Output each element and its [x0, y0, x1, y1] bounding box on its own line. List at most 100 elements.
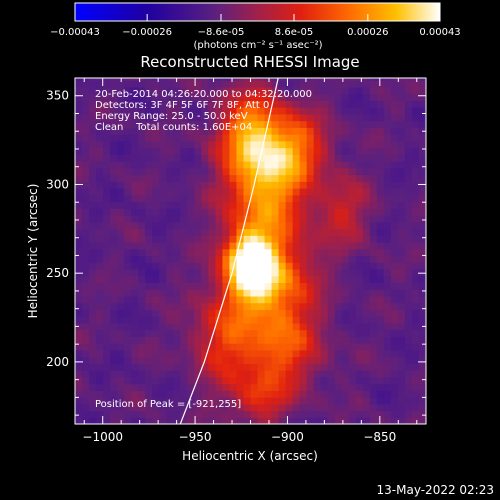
- heatmap-cell: [362, 255, 371, 263]
- heatmap-cell: [348, 208, 357, 216]
- heatmap-cell: [110, 289, 118, 297]
- heatmap-cell: [243, 282, 252, 290]
- heatmap-cell: [334, 86, 343, 95]
- heatmap-cell: [306, 235, 315, 243]
- heatmap-cell: [159, 343, 167, 351]
- heatmap-cell: [229, 376, 238, 385]
- heatmap-cell: [187, 370, 195, 378]
- heatmap-cell: [306, 343, 315, 351]
- colorbar-tick-label: 0.00026: [347, 27, 388, 38]
- heatmap-cell: [215, 336, 224, 344]
- heatmap-cell: [215, 356, 224, 364]
- heatmap-cell: [124, 403, 132, 412]
- heatmap-cell: [355, 241, 364, 250]
- heatmap-cell: [96, 309, 104, 317]
- heatmap-cell: [355, 120, 364, 128]
- heatmap-cell: [264, 161, 273, 169]
- heatmap-cell: [285, 403, 294, 412]
- heatmap-cell: [89, 336, 97, 344]
- heatmap-cell: [236, 147, 245, 155]
- heatmap-cell: [376, 289, 385, 297]
- heatmap-cell: [124, 235, 132, 243]
- heatmap-cell: [327, 167, 336, 176]
- heatmap-cell: [222, 147, 231, 155]
- heatmap-cell: [327, 275, 336, 283]
- heatmap-cell: [383, 295, 392, 304]
- heatmap-cell: [187, 349, 195, 358]
- heatmap-cell: [271, 214, 280, 223]
- heatmap-cell: [131, 356, 139, 364]
- heatmap-cell: [173, 390, 181, 398]
- heatmap-cell: [243, 174, 252, 182]
- heatmap-cell: [131, 403, 139, 412]
- heatmap-cell: [264, 174, 273, 182]
- heatmap-cell: [278, 241, 287, 250]
- heatmap-cell: [426, 168, 434, 175]
- heatmap-cell: [426, 215, 434, 222]
- heatmap-cell: [299, 134, 308, 142]
- heatmap-cell: [110, 417, 118, 424]
- heatmap-cell: [355, 228, 364, 236]
- heatmap-cell: [313, 390, 322, 398]
- y-tick-label: 350: [46, 89, 69, 103]
- heatmap-cell: [152, 127, 160, 135]
- heatmap-cell: [285, 316, 294, 324]
- heatmap-cell: [166, 309, 174, 317]
- heatmap-cell: [334, 349, 343, 358]
- heatmap-cell: [306, 370, 315, 378]
- heatmap-cell: [166, 100, 174, 108]
- heatmap-cell: [369, 221, 378, 230]
- heatmap-cell: [187, 228, 195, 236]
- heatmap-cell: [320, 282, 329, 290]
- heatmap-cell: [264, 208, 273, 216]
- heatmap-cell: [152, 302, 160, 310]
- heatmap-cell: [264, 140, 273, 149]
- heatmap-cell: [215, 154, 224, 162]
- heatmap-cell: [236, 221, 245, 230]
- heatmap-cell: [362, 370, 371, 378]
- heatmap-cell: [348, 383, 357, 391]
- heatmap-cell: [250, 208, 259, 216]
- heatmap-cell: [124, 127, 132, 135]
- heatmap-cell: [334, 316, 343, 324]
- heatmap-cell: [390, 336, 399, 344]
- heatmap-cell: [313, 154, 322, 162]
- heatmap-cell: [327, 376, 336, 385]
- heatmap-cell: [236, 289, 245, 297]
- heatmap-cell: [124, 397, 132, 405]
- heatmap-cell: [180, 255, 188, 263]
- heatmap-cell: [89, 113, 97, 122]
- heatmap-cell: [124, 147, 132, 155]
- heatmap-cell: [96, 349, 104, 358]
- heatmap-cell: [180, 302, 188, 310]
- heatmap-cell: [110, 86, 118, 95]
- heatmap-cell: [229, 268, 238, 277]
- heatmap-cell: [390, 397, 399, 405]
- heatmap-cell: [187, 80, 195, 88]
- heatmap-cell: [320, 403, 329, 412]
- heatmap-cell: [201, 383, 209, 391]
- heatmap-cell: [306, 302, 315, 310]
- heatmap-cell: [110, 302, 118, 310]
- heatmap-cell: [180, 417, 188, 424]
- heatmap-cell: [89, 140, 97, 149]
- heatmap-cell: [271, 228, 280, 236]
- heatmap-cell: [292, 268, 301, 277]
- heatmap-cell: [208, 410, 216, 418]
- heatmap-cell: [292, 80, 301, 88]
- heatmap-cell: [89, 80, 97, 88]
- heatmap-cell: [327, 235, 336, 243]
- heatmap-cell: [257, 268, 266, 277]
- heatmap-cell: [411, 403, 420, 412]
- annotation-time-range: 20-Feb-2014 04:26:20.000 to 04:32:20.000: [95, 89, 312, 100]
- heatmap-cell: [320, 336, 329, 344]
- heatmap-cell: [320, 329, 329, 337]
- heatmap-cell: [306, 349, 315, 358]
- heatmap-cell: [306, 86, 315, 95]
- heatmap-cell: [264, 417, 273, 424]
- heatmap-cell: [334, 302, 343, 310]
- heatmap-cell: [180, 403, 188, 412]
- heatmap-cell: [264, 322, 273, 331]
- heatmap-cell: [201, 376, 209, 385]
- heatmap-cell: [187, 120, 195, 128]
